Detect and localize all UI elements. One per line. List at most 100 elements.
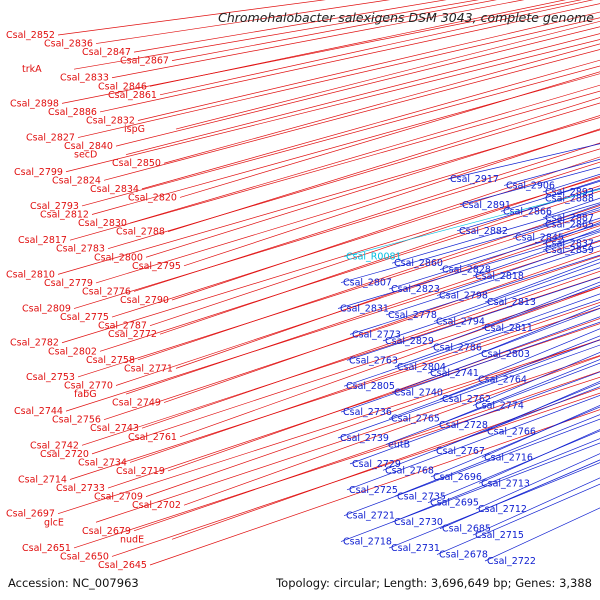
- label-connector-red: [77, 210, 600, 378]
- genome-summary: Topology: circular; Length: 3,696,649 bp…: [276, 576, 592, 590]
- gene-label-left: Csal_2820: [128, 192, 177, 203]
- gene-label-left: Csal_2809: [22, 304, 71, 315]
- label-connector-blue: [385, 362, 600, 445]
- gene-label-left: fabG: [74, 389, 97, 400]
- gene-label-left: Csal_2847: [82, 47, 131, 58]
- label-connector-blue: [439, 217, 600, 270]
- gene-label-right: Csal_2685: [442, 524, 491, 535]
- label-connector-red: [137, 205, 600, 361]
- label-connector-red: [111, 392, 600, 557]
- label-connector-red: [57, 117, 600, 275]
- label-connector-red: [167, 97, 600, 232]
- label-connector-red: [129, 302, 600, 463]
- label-connector-blue: [349, 254, 600, 335]
- gene-label-right: Csal_2729: [352, 459, 401, 470]
- gene-label-left: Csal_2645: [98, 560, 147, 571]
- label-connector-red: [103, 49, 600, 181]
- gene-label-left: Csal_2776: [82, 286, 131, 297]
- gene-label-right: Csal_2813: [487, 297, 536, 308]
- gene-label-left: Csal_2650: [60, 551, 109, 562]
- gene-label-right: Csal_2811: [484, 323, 533, 334]
- gene-label-right: Csal_2807: [343, 278, 392, 289]
- gene-label-left: Csal_2709: [94, 492, 143, 503]
- label-connector-red: [171, 0, 497, 61]
- gene-label-left: Csal_2810: [6, 269, 55, 280]
- label-connector-red: [183, 355, 600, 506]
- gene-label-left: Csal_2799: [14, 167, 63, 178]
- gene-label-right: Csal_2712: [478, 504, 527, 515]
- label-connector-blue: [439, 459, 600, 529]
- label-connector-blue: [343, 299, 600, 387]
- gene-label-right: Csal_2762: [442, 394, 491, 405]
- label-connector-red: [141, 59, 600, 190]
- gene-label-right: Csal_2715: [475, 530, 524, 541]
- gene-label-left: Csal_2744: [14, 406, 63, 417]
- label-connector-red: [133, 371, 600, 532]
- gene-label-right: Csal_2887: [545, 213, 594, 224]
- gene-label-right: Csal_2764: [478, 375, 527, 386]
- label-connector-red: [145, 339, 600, 497]
- gene-label-right: Csal_2731: [391, 543, 440, 554]
- gene-label-right: Csal_2763: [349, 355, 398, 366]
- gene-label-left: Csal_2770: [64, 380, 113, 391]
- label-connector-red: [133, 142, 600, 292]
- gene-label-right: Csal_2718: [343, 537, 392, 548]
- label-connector-red: [133, 0, 447, 53]
- gene-label-left: Csal_2734: [78, 457, 127, 468]
- gene-label-right: Csal_2845: [515, 232, 564, 243]
- label-connector-blue: [391, 316, 600, 393]
- label-connector-red: [171, 156, 600, 301]
- gene-label-left: Csal_2787: [98, 321, 147, 332]
- label-connector-red: [179, 71, 600, 198]
- gene-label-right: Csal_2818: [475, 271, 524, 282]
- gene-label-left: Csal_2749: [112, 398, 161, 409]
- gene-label-right: Csal_2728: [439, 420, 488, 431]
- gene-label-left: Csal_2782: [10, 338, 59, 349]
- label-connector-blue: [436, 359, 600, 426]
- label-connector-blue: [391, 438, 600, 523]
- gene-label-right: Csal_2740: [394, 388, 443, 399]
- gene-label-right: Csal_2794: [436, 316, 485, 327]
- label-connector-blue: [340, 209, 600, 283]
- label-connector-red: [65, 39, 600, 173]
- label-connector-blue: [394, 414, 600, 497]
- gene-label-left: Csal_2756: [52, 415, 101, 426]
- label-connector-red: [107, 323, 600, 489]
- label-connector-red: [171, 387, 600, 540]
- label-connector-red: [149, 175, 600, 326]
- label-connector-red: [69, 307, 600, 480]
- label-connector-red: [61, 0, 582, 104]
- gene-label-left: Csal_2733: [56, 483, 105, 494]
- label-connector-blue: [433, 382, 600, 452]
- label-connector-red: [57, 0, 326, 36]
- label-connector-blue: [343, 418, 600, 517]
- gene-label-left: Csal_2846: [98, 81, 147, 92]
- label-connector-blue: [500, 180, 600, 212]
- gene-label-right: Csal_2736: [343, 407, 392, 418]
- label-connector-red: [81, 276, 600, 446]
- gene-label-left: Csal_2832: [86, 115, 135, 126]
- gene-label-right: Csal_2893: [545, 187, 594, 198]
- gene-label-left: Csal_2779: [44, 278, 93, 289]
- label-connector-red: [73, 148, 600, 309]
- gene-label-left: Csal_2753: [26, 372, 75, 383]
- gene-label-right: Csal_2766: [487, 427, 536, 438]
- gene-label-right: Csal_2730: [394, 517, 443, 528]
- gene-label-right: Csal_2829: [385, 336, 434, 347]
- gene-label-right: Csal_2678: [439, 550, 488, 561]
- gene-label-right: Csal_2882: [459, 226, 508, 237]
- gene-label-right: Csal_2866: [503, 206, 552, 217]
- gene-label-right: Csal_2695: [430, 498, 479, 509]
- gene-label-right: Csal_R0081: [346, 252, 402, 263]
- label-connector-red: [57, 339, 600, 515]
- gene-label-left: Csal_2817: [18, 235, 67, 246]
- gene-label-left: glcE: [44, 517, 64, 528]
- label-connector-red: [125, 33, 600, 156]
- label-connector-blue: [388, 462, 600, 549]
- gene-label-left: Csal_2697: [6, 509, 55, 520]
- gene-label-right: Csal_2803: [481, 349, 530, 360]
- label-connector-red: [149, 409, 600, 566]
- label-connector-red: [91, 73, 600, 215]
- gene-label-right: Csal_2721: [346, 511, 395, 522]
